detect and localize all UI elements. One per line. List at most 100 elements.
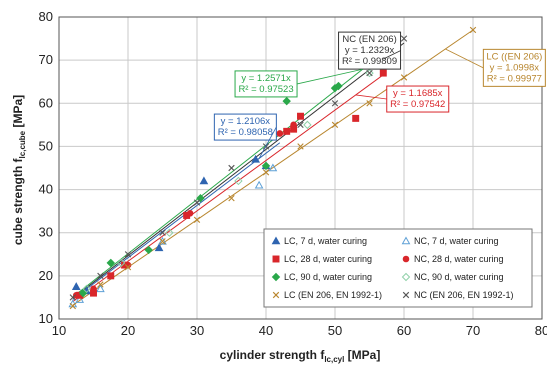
data-point <box>234 176 243 186</box>
data-point <box>107 272 115 280</box>
y-axis-label: cube strength flc,cube [MPa] <box>11 95 27 245</box>
legend-label: LC, 90 d, water curing <box>284 272 372 282</box>
data-point <box>186 210 194 217</box>
data-point <box>97 281 104 288</box>
data-point <box>124 264 132 271</box>
data-point <box>78 288 88 298</box>
data-point <box>251 154 260 163</box>
series-4 <box>72 121 297 299</box>
x-axis-label: cylinder strength flc,cyl [MPa] <box>220 348 381 364</box>
data-point <box>282 96 291 106</box>
data-point <box>400 35 408 42</box>
y-tick-label: 60 <box>39 95 53 110</box>
y-tick-label: 20 <box>39 268 53 283</box>
data-point <box>96 284 105 293</box>
data-point <box>72 291 80 299</box>
marker-stroke <box>366 69 373 77</box>
data-point <box>297 112 304 120</box>
legend-marker <box>272 291 280 299</box>
fit-line-3 <box>72 52 384 298</box>
data-point <box>193 216 201 223</box>
fit-line-1 <box>72 42 405 299</box>
data-point <box>159 238 166 245</box>
y-axis-label-subscript: lc,cube <box>18 130 27 158</box>
y-tick-label: 40 <box>39 182 53 197</box>
marker-stroke <box>228 164 235 172</box>
x-tick-label: 20 <box>121 323 135 338</box>
legend-item: NC, 7 d, water curing <box>401 236 499 246</box>
data-point <box>297 143 304 150</box>
legend-marker <box>271 236 281 245</box>
fit-annotation-text: R² = 0.97523 <box>238 84 293 95</box>
marker-stroke <box>297 121 304 129</box>
fit-annotation-text: y = 1.2571x <box>241 73 291 84</box>
legend-item: LC, 28 d, water curing <box>272 254 372 264</box>
series-8 <box>69 35 408 301</box>
data-point <box>97 272 104 280</box>
legend-item: NC, 90 d, water curing <box>401 272 504 282</box>
fit-annotation-text: y = 1.0998x <box>490 62 540 73</box>
data-point <box>144 245 153 255</box>
data-point <box>400 74 408 81</box>
data-point <box>268 163 278 172</box>
x-tick-label: 30 <box>190 323 204 338</box>
y-tick-label: 50 <box>39 138 53 153</box>
fit-annotation-box <box>234 70 298 98</box>
data-point <box>165 228 174 237</box>
data-point <box>331 100 339 107</box>
marker-stroke <box>331 121 339 129</box>
marker-stroke <box>228 195 235 202</box>
fit-annotation-text: R² = 0.97542 <box>390 99 445 110</box>
marker-stroke <box>159 229 166 236</box>
data-point <box>159 229 166 236</box>
fit-annotation-text: NC (EN 206) <box>342 34 396 45</box>
legend-label: LC (EN 206, EN 1992-1) <box>284 290 382 300</box>
data-point <box>290 121 297 129</box>
data-point <box>352 114 360 122</box>
x-tick-label: 80 <box>535 323 547 338</box>
legend-marker <box>272 255 280 263</box>
data-point <box>262 169 270 176</box>
fit-annotation-text: LC ((EN 206) <box>486 51 542 62</box>
fit-annotation-text: R² = 0.98058 <box>218 127 273 138</box>
fit-annotation-box <box>482 48 546 87</box>
fit-annotation-pointer <box>258 126 277 159</box>
marker-stroke <box>400 74 408 81</box>
marker-stroke <box>97 272 104 280</box>
data-point <box>334 81 343 91</box>
x-tick-label: 10 <box>52 323 66 338</box>
fit-annotation-text: y = 1.2106x <box>221 116 271 127</box>
data-point <box>366 100 373 107</box>
tick-labels: 10 20 30 40 50 60 70 80 10 20 30 40 50 60 70 80 <box>39 9 547 338</box>
data-point <box>69 294 76 301</box>
x-axis-label-main: cylinder strength f <box>220 348 326 362</box>
fit-annotation-box <box>213 113 277 141</box>
y-tick-label: 80 <box>39 9 53 24</box>
fit-annotation-pointer <box>383 50 401 60</box>
marker-stroke <box>400 35 408 42</box>
legend-marker <box>402 291 410 299</box>
marker-stroke <box>469 26 477 34</box>
data-point <box>158 236 167 245</box>
fit-annotation-box <box>338 31 402 70</box>
marker-stroke <box>69 302 76 310</box>
legend-label: NC (EN 206, EN 1992-1) <box>414 290 514 300</box>
data-point <box>116 258 126 268</box>
series-6 <box>82 68 374 294</box>
data-point <box>469 26 477 34</box>
data-point <box>276 130 284 137</box>
legend-label: NC, 28 d, water curing <box>414 254 504 264</box>
series-7 <box>69 26 477 310</box>
data-point <box>331 121 339 129</box>
data-point <box>196 193 205 203</box>
x-tick-label: 50 <box>328 323 342 338</box>
data-point <box>193 199 201 206</box>
legend: LC, 7 d, water curing NC, 7 d, water curi… <box>263 228 533 308</box>
data-point <box>366 69 373 77</box>
